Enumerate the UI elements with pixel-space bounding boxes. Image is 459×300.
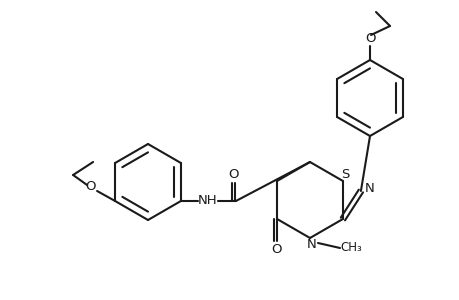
Text: O: O: [228, 169, 239, 182]
Text: S: S: [340, 167, 348, 181]
Text: O: O: [270, 244, 281, 256]
Text: O: O: [365, 32, 375, 44]
Text: N: N: [307, 238, 316, 251]
Text: NH: NH: [198, 194, 217, 208]
Text: CH₃: CH₃: [339, 242, 361, 254]
Text: O: O: [84, 179, 95, 193]
Text: N: N: [364, 182, 374, 196]
